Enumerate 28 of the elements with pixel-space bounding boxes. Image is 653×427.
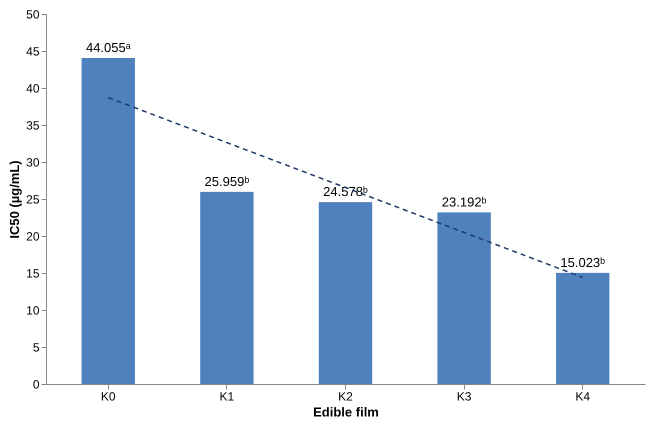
bar bbox=[556, 272, 610, 384]
y-tick-label: 15 bbox=[26, 266, 40, 280]
x-tick-label: K4 bbox=[575, 390, 590, 404]
y-tick-label: 35 bbox=[26, 118, 40, 132]
y-axis-title: IC50 (µg/mL) bbox=[7, 160, 22, 239]
data-label: 23.192ᵇ bbox=[442, 194, 487, 210]
y-tick-label: 30 bbox=[26, 156, 40, 170]
x-tick-label: K1 bbox=[220, 390, 235, 404]
data-label: 44.055ᵃ bbox=[86, 40, 131, 55]
y-tick-label: 10 bbox=[26, 304, 40, 318]
x-tick-label: K0 bbox=[100, 390, 116, 404]
bar bbox=[82, 58, 135, 384]
y-tick-label: 20 bbox=[26, 230, 40, 244]
data-label: 25.959ᵇ bbox=[204, 174, 250, 189]
bar bbox=[200, 192, 254, 384]
bar bbox=[318, 202, 372, 384]
y-tick-label: 45 bbox=[26, 44, 40, 58]
bar bbox=[437, 212, 491, 384]
y-tick-label: 40 bbox=[26, 82, 40, 96]
data-label: 24.578ᵇ bbox=[323, 184, 368, 200]
data-label: 15.023ᵇ bbox=[560, 254, 606, 270]
x-tick-label: K3 bbox=[456, 390, 472, 404]
y-tick-label: 5 bbox=[32, 340, 40, 354]
y-tick-label: 50 bbox=[26, 8, 40, 22]
x-axis-title: Edible film bbox=[313, 404, 379, 420]
y-tick-label: 0 bbox=[32, 378, 40, 392]
y-tick-label: 25 bbox=[26, 192, 40, 206]
x-tick-label: K2 bbox=[338, 390, 354, 404]
